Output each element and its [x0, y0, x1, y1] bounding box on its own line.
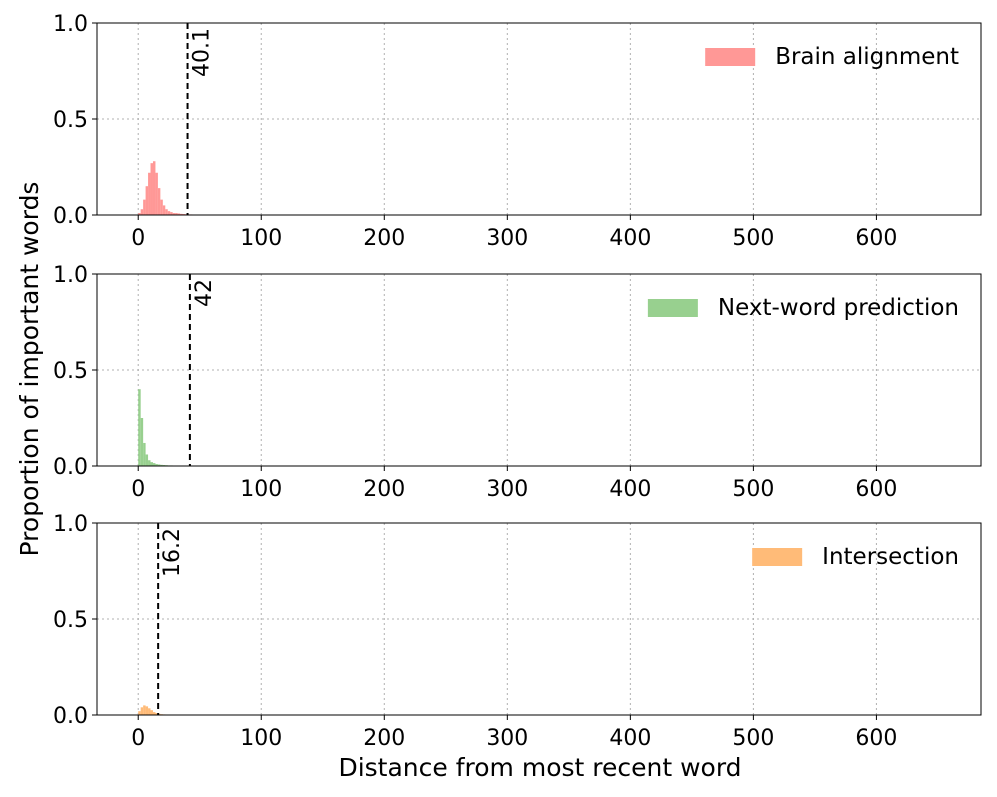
axes-frame: [96, 273, 982, 467]
histogram-bar: [155, 464, 158, 466]
histogram-bar: [145, 186, 149, 215]
histogram-bar: [152, 463, 156, 466]
histogram-bar: [138, 213, 141, 215]
x-tick-label: 300: [486, 477, 528, 502]
x-tick-label: 100: [240, 226, 282, 251]
histogram-bar: [148, 460, 151, 466]
y-tick-label: 0.5: [53, 608, 88, 633]
histogram-bar: [148, 708, 151, 715]
y-tick-label: 1.0: [53, 512, 88, 537]
histogram-bar: [155, 172, 158, 215]
histogram-bar: [170, 212, 173, 215]
histogram-bar: [160, 199, 163, 215]
x-tick-label: 400: [609, 226, 651, 251]
y-tick-label: 0.5: [53, 108, 88, 133]
histogram-bar: [140, 209, 144, 215]
x-tick-label: 500: [732, 226, 774, 251]
x-tick-label: 0: [131, 726, 145, 751]
x-tick-label: 0: [131, 226, 145, 251]
histogram-bar: [150, 710, 153, 715]
x-tick-label: 500: [732, 477, 774, 502]
histogram-bar: [175, 213, 178, 215]
x-tick-label: 200: [363, 477, 405, 502]
y-tick-label: 0.0: [53, 204, 88, 229]
y-tick-label: 0.5: [53, 359, 88, 384]
histogram-bar: [162, 205, 166, 215]
histogram-bar: [143, 199, 146, 215]
histogram-bar: [157, 188, 161, 215]
x-tick-label: 300: [486, 226, 528, 251]
histogram-bar: [177, 213, 181, 215]
histogram-bar: [152, 161, 156, 215]
x-tick-label: 100: [240, 477, 282, 502]
x-tick-label: 600: [855, 726, 897, 751]
histogram-bar: [160, 464, 163, 466]
histogram-bar: [148, 172, 151, 215]
histogram-bar: [143, 442, 146, 466]
legend-label: Intersection: [822, 544, 959, 570]
median-label: 40.1: [190, 28, 215, 77]
y-tick-label: 1.0: [53, 263, 88, 288]
x-tick-label: 300: [486, 726, 528, 751]
y-tick-label: 0.0: [53, 455, 88, 480]
histogram-bar: [150, 163, 153, 215]
y-tick-label: 0.0: [53, 704, 88, 729]
y-tick-label: 1.0: [53, 12, 88, 37]
histogram-bar: [157, 464, 161, 466]
histogram-bar: [145, 706, 149, 715]
x-tick-label: 500: [732, 726, 774, 751]
legend-swatch: [752, 548, 803, 566]
histogram-bar: [172, 213, 176, 215]
x-tick-label: 0: [131, 477, 145, 502]
median-label: 16.2: [160, 528, 185, 577]
histogram-bar: [145, 454, 149, 466]
histogram-bar: [150, 462, 153, 466]
x-tick-label: 400: [609, 477, 651, 502]
x-tick-label: 100: [240, 726, 282, 751]
histogram-bar: [152, 712, 156, 715]
legend-label: Next-word prediction: [718, 295, 959, 321]
x-tick-label: 200: [363, 226, 405, 251]
x-tick-label: 600: [855, 226, 897, 251]
x-tick-label: 400: [609, 726, 651, 751]
histogram-bar: [155, 713, 158, 715]
x-axis-label: Distance from most recent word: [338, 753, 741, 782]
legend-label: Brain alignment: [775, 44, 959, 70]
histogram-bar: [143, 705, 146, 715]
histogram-bar: [165, 209, 168, 215]
x-tick-label: 200: [363, 726, 405, 751]
legend-swatch: [647, 299, 698, 317]
histogram-bar: [138, 711, 141, 715]
median-label: 42: [192, 279, 217, 307]
legend-swatch: [705, 48, 756, 66]
histogram-bar: [140, 707, 144, 715]
histogram-bar: [140, 418, 144, 466]
x-tick-label: 600: [855, 477, 897, 502]
axes-frame: [96, 522, 982, 716]
histogram-bar: [167, 211, 171, 215]
histogram-bar: [138, 389, 141, 466]
axes-frame: [96, 22, 982, 216]
histogram-bar: [180, 213, 183, 215]
y-axis-label: Proportion of important words: [15, 182, 44, 557]
